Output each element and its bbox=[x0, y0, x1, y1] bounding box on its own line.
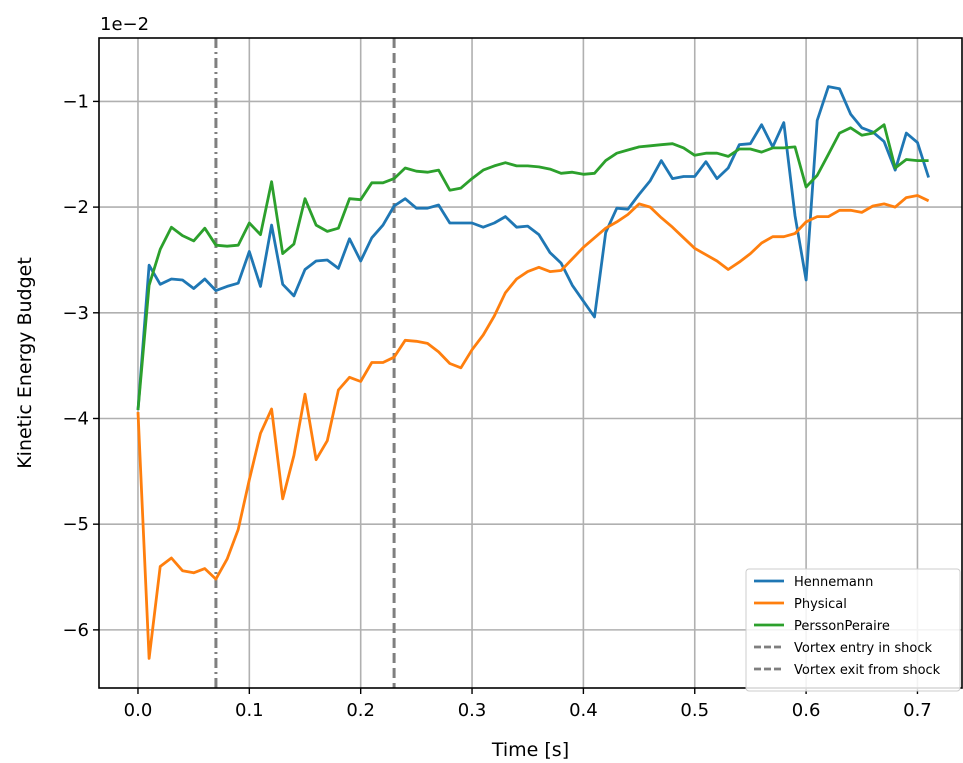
x-tick-label-6: 0.6 bbox=[792, 700, 821, 721]
x-tick-label-1: 0.1 bbox=[235, 700, 264, 721]
legend-label-1: Physical bbox=[794, 597, 847, 612]
x-tick-label-7: 0.7 bbox=[903, 700, 932, 721]
series-line-physical bbox=[136, 194, 930, 660]
series-line-hennemann bbox=[136, 85, 930, 411]
y-tick-label-4: −2 bbox=[62, 197, 89, 218]
x-axis-label: Time [s] bbox=[491, 739, 569, 761]
y-tick-label-0: −6 bbox=[62, 620, 89, 641]
axes-frame bbox=[98, 37, 963, 689]
y-offset-label: 1e−2 bbox=[100, 14, 149, 35]
y-tick-label-1: −5 bbox=[62, 514, 89, 535]
legend-label-0: Hennemann bbox=[794, 575, 873, 590]
y-tick-label-5: −1 bbox=[62, 91, 89, 112]
x-tick-label-2: 0.2 bbox=[346, 700, 375, 721]
ticks: 0.0 0.1 0.2 0.3 0.4 0.5 0.6 0.7 −6 −5 −4 −3 −2 −1 bbox=[62, 91, 931, 721]
series-line-perssonperaire bbox=[136, 123, 929, 411]
legend-label-4: Vortex exit from shock bbox=[794, 663, 941, 678]
legend: Hennemann Physical PerssonPeraire Vortex en… bbox=[745, 568, 961, 692]
x-tick-label-5: 0.5 bbox=[680, 700, 709, 721]
y-tick-label-2: −4 bbox=[62, 408, 89, 429]
x-tick-label-4: 0.4 bbox=[569, 700, 598, 721]
legend-label-2: PerssonPeraire bbox=[794, 619, 890, 634]
x-tick-label-0: 0.0 bbox=[124, 700, 153, 721]
x-tick-label-3: 0.3 bbox=[458, 700, 487, 721]
legend-box bbox=[745, 568, 961, 692]
y-axis-label: Kinetic Energy Budget bbox=[14, 257, 36, 469]
series-layer bbox=[136, 38, 930, 688]
y-tick-label-3: −3 bbox=[62, 303, 89, 324]
axes bbox=[98, 37, 963, 689]
legend-label-3: Vortex entry in shock bbox=[794, 641, 932, 656]
